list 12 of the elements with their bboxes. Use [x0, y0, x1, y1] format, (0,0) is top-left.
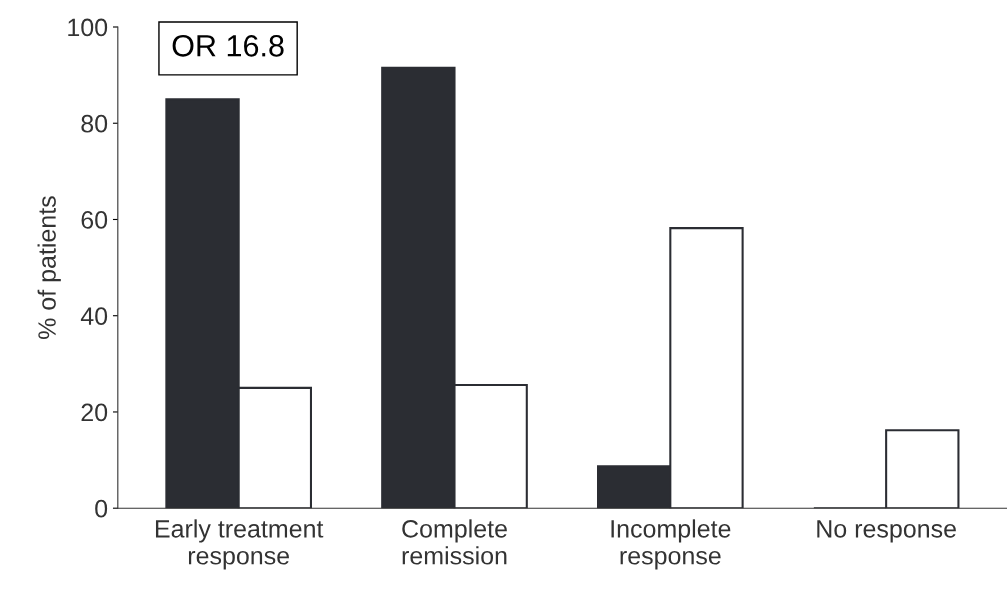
- y-tick-label: 80: [81, 114, 108, 133]
- y-tick-label: 60: [81, 211, 108, 229]
- annotation: OR 16.8: [172, 35, 284, 57]
- y-tick-label: 20: [81, 403, 108, 422]
- x-tick-label: Incomplete response: [611, 519, 731, 570]
- x-tick-label: Complete remission: [402, 519, 507, 565]
- y-tick-label: 0: [95, 499, 108, 518]
- y-axis-title: % of patients: [37, 196, 61, 339]
- x-tick-label: Early treatment response: [155, 519, 324, 570]
- y-tick-label: 40: [80, 307, 108, 326]
- x-tick-label: No response: [817, 520, 956, 543]
- y-tick-label: 100: [68, 18, 108, 37]
